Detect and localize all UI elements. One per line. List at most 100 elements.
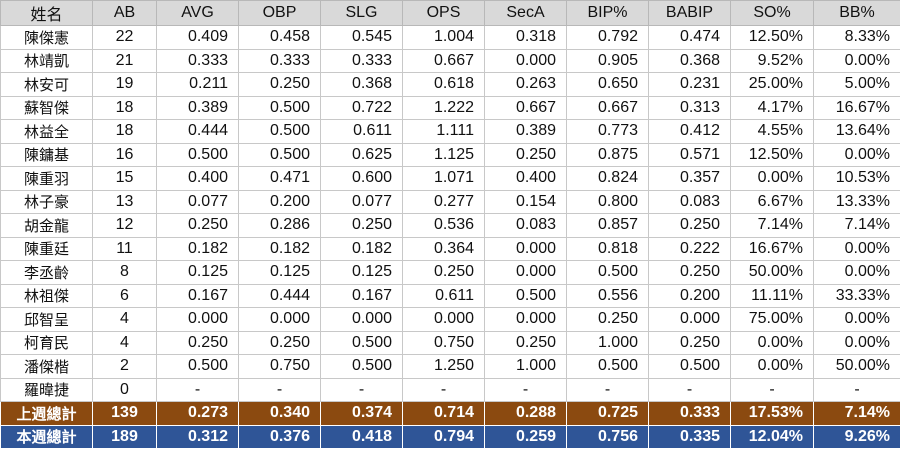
total-obp: 0.376 — [239, 425, 321, 449]
player-slg: 0.167 — [321, 284, 403, 308]
player-name: 胡金龍 — [1, 214, 93, 238]
player-so: 4.55% — [731, 120, 814, 144]
total-babip: 0.335 — [649, 425, 731, 449]
player-slg: 0.600 — [321, 167, 403, 191]
player-bip: 0.824 — [567, 167, 649, 191]
player-bip: 0.250 — [567, 308, 649, 332]
player-ops: 0.667 — [403, 49, 485, 73]
player-ops: 0.250 — [403, 261, 485, 285]
player-so: 0.00% — [731, 355, 814, 379]
player-ab: 8 — [93, 261, 157, 285]
total-seca: 0.259 — [485, 425, 567, 449]
player-bip: 0.773 — [567, 120, 649, 144]
player-obp: 0.458 — [239, 26, 321, 50]
total-bb: 7.14% — [814, 402, 900, 426]
total-slg: 0.374 — [321, 402, 403, 426]
total-bb: 9.26% — [814, 425, 900, 449]
player-slg: 0.000 — [321, 308, 403, 332]
player-babip: 0.474 — [649, 26, 731, 50]
player-name: 李丞齡 — [1, 261, 93, 285]
col-header-bip: BIP% — [567, 1, 649, 26]
col-header-ops: OPS — [403, 1, 485, 26]
col-header-seca: SecA — [485, 1, 567, 26]
col-header-obp: OBP — [239, 1, 321, 26]
player-slg: 0.625 — [321, 143, 403, 167]
player-seca: 0.000 — [485, 261, 567, 285]
player-name: 陳重廷 — [1, 237, 93, 261]
player-ab: 19 — [93, 73, 157, 97]
player-bb: 0.00% — [814, 143, 900, 167]
player-bb: 13.64% — [814, 120, 900, 144]
player-bip: 0.857 — [567, 214, 649, 238]
player-ops: 0.277 — [403, 190, 485, 214]
player-ab: 18 — [93, 96, 157, 120]
player-obp: 0.750 — [239, 355, 321, 379]
player-seca: 0.083 — [485, 214, 567, 238]
player-avg: 0.409 — [157, 26, 239, 50]
player-slg: 0.125 — [321, 261, 403, 285]
player-so: - — [731, 378, 814, 402]
player-avg: 0.333 — [157, 49, 239, 73]
player-babip: 0.250 — [649, 331, 731, 355]
player-ops: 0.536 — [403, 214, 485, 238]
player-obp: 0.500 — [239, 96, 321, 120]
col-header-slg: SLG — [321, 1, 403, 26]
player-bip: 0.800 — [567, 190, 649, 214]
player-slg: 0.500 — [321, 355, 403, 379]
player-name: 柯育民 — [1, 331, 93, 355]
player-avg: 0.077 — [157, 190, 239, 214]
player-obp: 0.500 — [239, 120, 321, 144]
player-slg: 0.545 — [321, 26, 403, 50]
player-seca: 0.667 — [485, 96, 567, 120]
player-ops: 0.000 — [403, 308, 485, 332]
col-header-name: 姓名 — [1, 1, 93, 26]
player-so: 75.00% — [731, 308, 814, 332]
player-avg: 0.250 — [157, 214, 239, 238]
player-seca: 0.389 — [485, 120, 567, 144]
player-babip: 0.368 — [649, 49, 731, 73]
player-seca: 0.263 — [485, 73, 567, 97]
total-so: 17.53% — [731, 402, 814, 426]
player-so: 4.17% — [731, 96, 814, 120]
player-ops: 1.004 — [403, 26, 485, 50]
player-seca: 0.000 — [485, 49, 567, 73]
player-so: 12.50% — [731, 26, 814, 50]
player-babip: 0.000 — [649, 308, 731, 332]
player-babip: 0.571 — [649, 143, 731, 167]
player-babip: 0.250 — [649, 214, 731, 238]
player-babip: 0.412 — [649, 120, 731, 144]
player-bb: 7.14% — [814, 214, 900, 238]
player-bb: 16.67% — [814, 96, 900, 120]
player-obp: 0.182 — [239, 237, 321, 261]
player-ab: 21 — [93, 49, 157, 73]
player-avg: 0.400 — [157, 167, 239, 191]
player-bb: 10.53% — [814, 167, 900, 191]
player-ab: 22 — [93, 26, 157, 50]
player-babip: 0.200 — [649, 284, 731, 308]
player-ops: - — [403, 378, 485, 402]
player-babip: 0.313 — [649, 96, 731, 120]
player-ab: 16 — [93, 143, 157, 167]
player-bip: 1.000 — [567, 331, 649, 355]
player-bip: 0.667 — [567, 96, 649, 120]
player-ab: 15 — [93, 167, 157, 191]
total-bip: 0.725 — [567, 402, 649, 426]
col-header-avg: AVG — [157, 1, 239, 26]
player-avg: 0.250 — [157, 331, 239, 355]
player-name: 林安可 — [1, 73, 93, 97]
player-name: 邱智呈 — [1, 308, 93, 332]
player-babip: 0.231 — [649, 73, 731, 97]
player-bb: 0.00% — [814, 331, 900, 355]
player-slg: 0.500 — [321, 331, 403, 355]
player-ops: 1.071 — [403, 167, 485, 191]
player-bip: 0.500 — [567, 355, 649, 379]
